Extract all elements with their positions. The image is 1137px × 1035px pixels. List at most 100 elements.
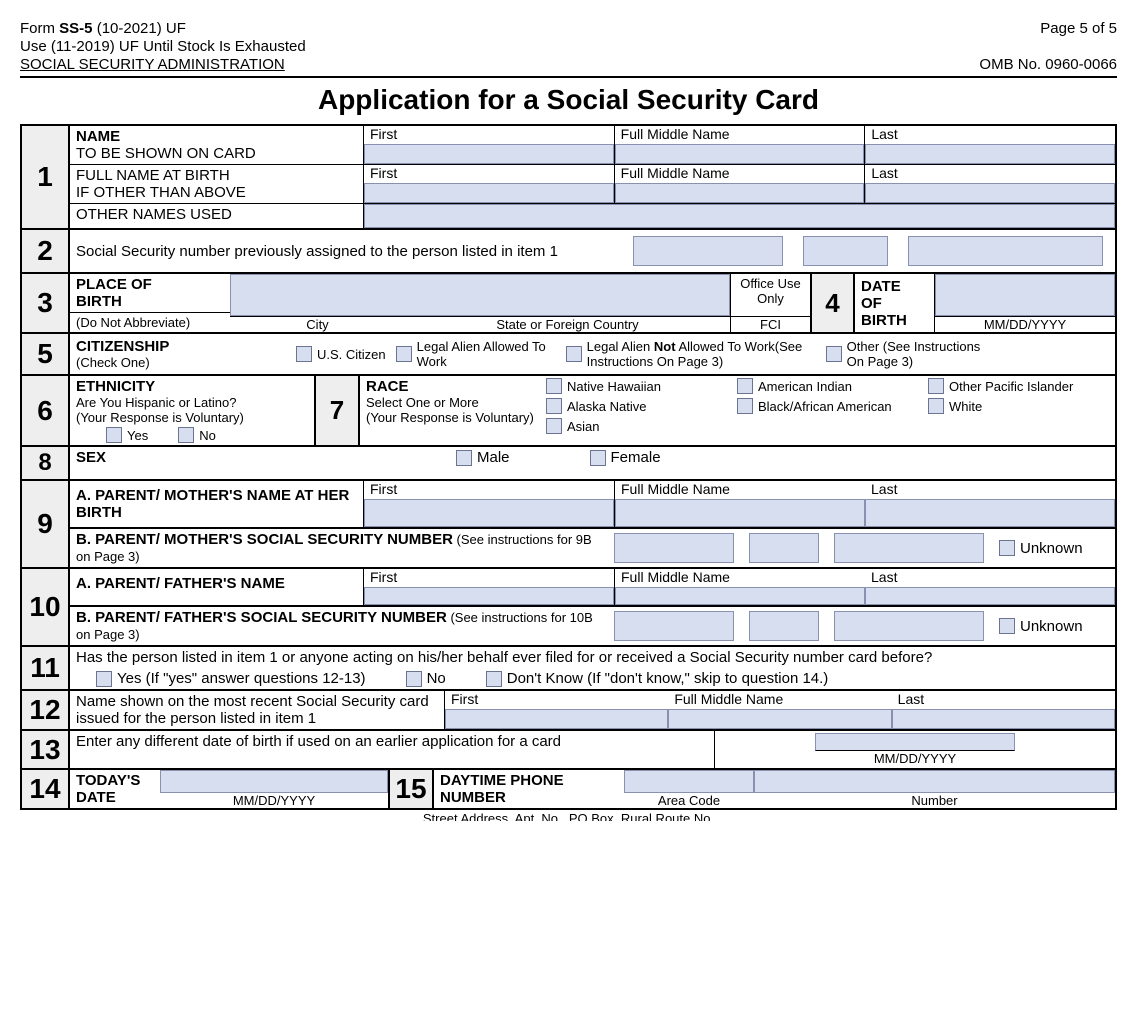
- ssn-part2-input[interactable]: [803, 236, 888, 266]
- fci-label: FCI: [731, 316, 810, 332]
- race-alaska-native-checkbox[interactable]: Alaska Native: [546, 398, 727, 414]
- other-names-input[interactable]: [364, 204, 1115, 228]
- ssn-part1-input[interactable]: [633, 236, 783, 266]
- citizenship-heading: CITIZENSHIP: [76, 338, 286, 355]
- mother-ssn-unknown-checkbox[interactable]: Unknown: [999, 540, 1109, 557]
- ssn-part3-input[interactable]: [908, 236, 1103, 266]
- today-date-format: MM/DD/YYYY: [160, 793, 388, 808]
- section-14-number: 14: [22, 770, 70, 808]
- dob-input[interactable]: [935, 274, 1115, 316]
- office-use-label: Office Use Only: [731, 274, 810, 316]
- mother-ssn1-input[interactable]: [614, 533, 734, 563]
- name-first-input[interactable]: [364, 144, 614, 164]
- name-last-input[interactable]: [865, 144, 1115, 164]
- use-line: Use (11-2019) UF Until Stock Is Exhauste…: [20, 38, 306, 56]
- form-header: Form SS-5 (10-2021) UF Use (11-2019) UF …: [20, 20, 1117, 78]
- father-first-input[interactable]: [364, 587, 614, 605]
- race-american-indian-checkbox[interactable]: American Indian: [737, 378, 918, 394]
- pob-note: (Do Not Abbreviate): [70, 312, 230, 332]
- race-asian-checkbox[interactable]: Asian: [546, 418, 727, 434]
- recent-first-input[interactable]: [445, 709, 668, 729]
- birth-name-heading: FULL NAME AT BIRTH: [76, 167, 357, 184]
- citizen-legal-allowed-checkbox[interactable]: Legal Alien Allowed To Work: [396, 339, 556, 369]
- ethnicity-yes-checkbox[interactable]: Yes: [106, 427, 148, 443]
- form-title: Application for a Social Security Card: [20, 84, 1117, 116]
- father-last-input[interactable]: [865, 587, 1115, 605]
- section-15-number: 15: [390, 770, 434, 808]
- name-heading: NAME: [76, 128, 357, 145]
- phone-area-label: Area Code: [624, 793, 754, 808]
- citizenship-sub: (Check One): [76, 355, 286, 370]
- page-number: Page 5 of 5: [979, 20, 1117, 38]
- today-date-heading: TODAY'SDATE: [70, 770, 160, 808]
- ethnicity-no-checkbox[interactable]: No: [178, 427, 216, 443]
- phone-number-input[interactable]: [754, 770, 1115, 793]
- sex-female-checkbox[interactable]: Female: [590, 449, 661, 466]
- mother-ssn3-input[interactable]: [834, 533, 984, 563]
- section-5-number: 5: [22, 334, 70, 374]
- name-sub: TO BE SHOWN ON CARD: [76, 145, 357, 162]
- race-pacific-islander-checkbox[interactable]: Other Pacific Islander: [928, 378, 1109, 394]
- other-names-heading: OTHER NAMES USED: [70, 204, 364, 228]
- section-3-number: 3: [22, 274, 70, 332]
- mother-ssn-heading: B. PARENT/ MOTHER'S SOCIAL SECURITY NUMB…: [76, 531, 453, 548]
- citizen-other-checkbox[interactable]: Other (See Instructions On Page 3): [826, 339, 986, 369]
- filed-yes-checkbox[interactable]: Yes (If "yes" answer questions 12-13): [96, 670, 366, 687]
- omb-number: OMB No. 0960-0066: [979, 56, 1117, 74]
- filed-no-checkbox[interactable]: No: [406, 670, 446, 687]
- mother-middle-input[interactable]: [615, 499, 865, 527]
- sex-male-checkbox[interactable]: Male: [456, 449, 510, 466]
- section-6-number: 6: [22, 376, 70, 445]
- mother-last-input[interactable]: [865, 499, 1115, 527]
- form-number-prefix: Form: [20, 20, 59, 37]
- birth-middle-input[interactable]: [615, 183, 865, 203]
- dob-format: MM/DD/YYYY: [935, 316, 1115, 332]
- ethnicity-q: Are You Hispanic or Latino?: [76, 395, 308, 410]
- diff-dob-input[interactable]: [815, 733, 1015, 751]
- mother-ssn2-input[interactable]: [749, 533, 819, 563]
- phone-heading: DAYTIME PHONENUMBER: [434, 770, 624, 808]
- today-date-input[interactable]: [160, 770, 388, 793]
- form-number-suffix: (10-2021) UF: [93, 20, 186, 37]
- footer-cut-text: Street Address, Apt. No., PO Box, Rural …: [20, 811, 1117, 821]
- filed-dk-checkbox[interactable]: Don't Know (If "don't know," skip to que…: [486, 670, 829, 687]
- prev-ssn-text: Social Security number previously assign…: [76, 243, 629, 260]
- filed-before-q: Has the person listed in item 1 or anyon…: [76, 649, 1109, 666]
- father-ssn3-input[interactable]: [834, 611, 984, 641]
- race-black-checkbox[interactable]: Black/African American: [737, 398, 918, 414]
- mother-first-input[interactable]: [364, 499, 614, 527]
- citizen-us-checkbox[interactable]: U.S. Citizen: [296, 346, 386, 362]
- section-1-number: 1: [22, 126, 70, 228]
- phone-area-input[interactable]: [624, 770, 754, 793]
- state-label: State or Foreign Country: [405, 317, 730, 332]
- father-ssn2-input[interactable]: [749, 611, 819, 641]
- race-white-checkbox[interactable]: White: [928, 398, 1109, 414]
- section-8-number: 8: [22, 447, 70, 479]
- section-2-number: 2: [22, 230, 70, 272]
- section-9-number: 9: [22, 481, 70, 567]
- recent-middle-input[interactable]: [668, 709, 891, 729]
- recent-last-input[interactable]: [892, 709, 1115, 729]
- birth-first-input[interactable]: [364, 183, 614, 203]
- race-heading: RACE: [366, 378, 546, 395]
- birth-last-input[interactable]: [865, 183, 1115, 203]
- section-13-number: 13: [22, 731, 70, 768]
- father-name-heading: A. PARENT/ FATHER'S NAME: [70, 569, 364, 605]
- citizen-legal-not-allowed-checkbox[interactable]: Legal Alien Not Allowed To Work(See Inst…: [566, 339, 816, 369]
- form-number: SS-5: [59, 20, 92, 37]
- name-middle-input[interactable]: [615, 144, 865, 164]
- section-10-number: 10: [22, 569, 70, 645]
- father-middle-input[interactable]: [615, 587, 865, 605]
- last-label: Last: [865, 126, 1115, 144]
- diff-dob-text: Enter any different date of birth if use…: [70, 731, 715, 768]
- dob-heading: DATEOFBIRTH: [855, 274, 935, 332]
- pob-input[interactable]: [230, 274, 730, 316]
- sex-heading: SEX: [76, 449, 376, 466]
- agency: SOCIAL SECURITY ADMINISTRATION: [20, 56, 306, 74]
- race-native-hawaiian-checkbox[interactable]: Native Hawaiian: [546, 378, 727, 394]
- father-ssn1-input[interactable]: [614, 611, 734, 641]
- ethnicity-heading: ETHNICITY: [76, 378, 308, 395]
- recent-card-text: Name shown on the most recent Social Sec…: [70, 691, 445, 729]
- section-7-number: 7: [316, 376, 360, 445]
- father-ssn-unknown-checkbox[interactable]: Unknown: [999, 618, 1109, 635]
